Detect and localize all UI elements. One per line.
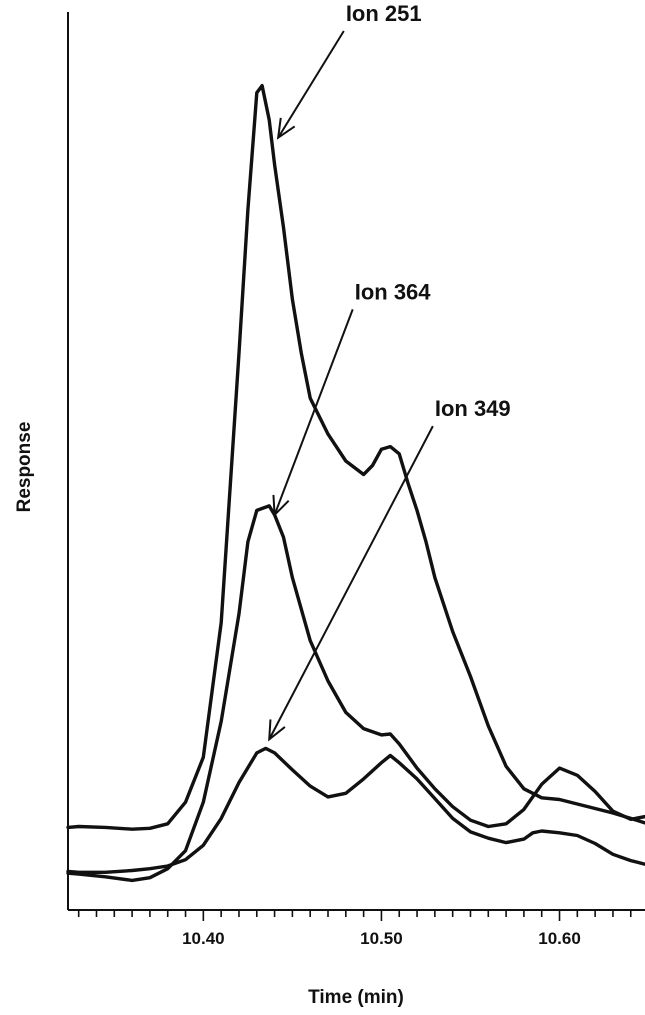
annotations: Ion 251 Ion 364 Ion 349 bbox=[268, 1, 511, 742]
series-line-ion-251 bbox=[66, 83, 645, 831]
x-axis-title: Time (min) bbox=[308, 987, 404, 1008]
annotation-arrow-shaft bbox=[268, 425, 434, 740]
x-axis-ticks bbox=[77, 910, 632, 921]
annotation-arrow-head bbox=[276, 117, 296, 140]
x-axis-tick-labels: 10.40 10.50 10.60 bbox=[182, 929, 581, 948]
annotation-label: Ion 364 bbox=[355, 279, 432, 304]
series-line-ion-364 bbox=[66, 504, 645, 883]
x-tick-label: 10.50 bbox=[360, 929, 403, 948]
annotation-arrow-shaft bbox=[277, 30, 345, 139]
series-lines bbox=[66, 83, 645, 883]
x-tick-label: 10.60 bbox=[538, 929, 581, 948]
annotation-arrow-head bbox=[268, 719, 286, 742]
x-tick-label: 10.40 bbox=[182, 929, 225, 948]
series-line-ion-349 bbox=[66, 746, 645, 874]
annotation-label: Ion 349 bbox=[435, 396, 511, 421]
annotation-arrow-head bbox=[272, 494, 290, 518]
annotation-label: Ion 251 bbox=[346, 1, 422, 26]
y-axis-title: Response bbox=[14, 422, 35, 513]
annotation-arrow-shaft bbox=[273, 309, 354, 516]
